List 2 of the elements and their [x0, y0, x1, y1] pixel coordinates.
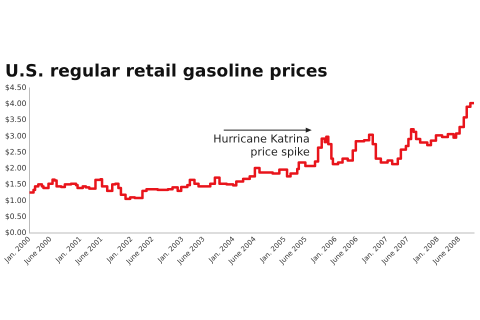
chart-title: U.S. regular retail gasoline prices [5, 61, 328, 82]
annotation: Hurricane Katrina price spike [213, 132, 310, 158]
